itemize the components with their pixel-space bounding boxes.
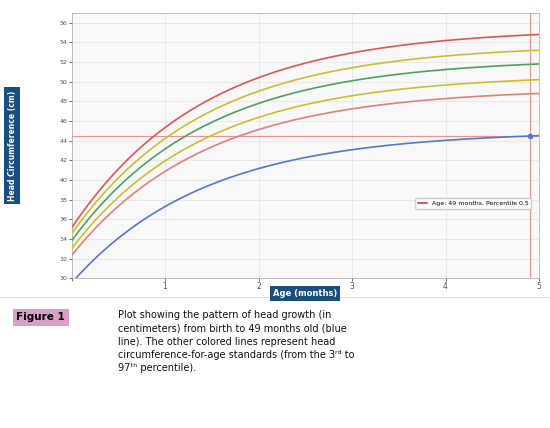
Text: Figure 1: Figure 1 — [16, 312, 65, 322]
Text: Plot showing the pattern of head growth (in
centimeters) from birth to 49 months: Plot showing the pattern of head growth … — [118, 310, 355, 373]
Legend: Age: 49 months, Percentile 0.5: Age: 49 months, Percentile 0.5 — [415, 198, 531, 209]
Text: Head Circumference (cm): Head Circumference (cm) — [8, 90, 16, 201]
Text: Age (months): Age (months) — [273, 288, 337, 298]
